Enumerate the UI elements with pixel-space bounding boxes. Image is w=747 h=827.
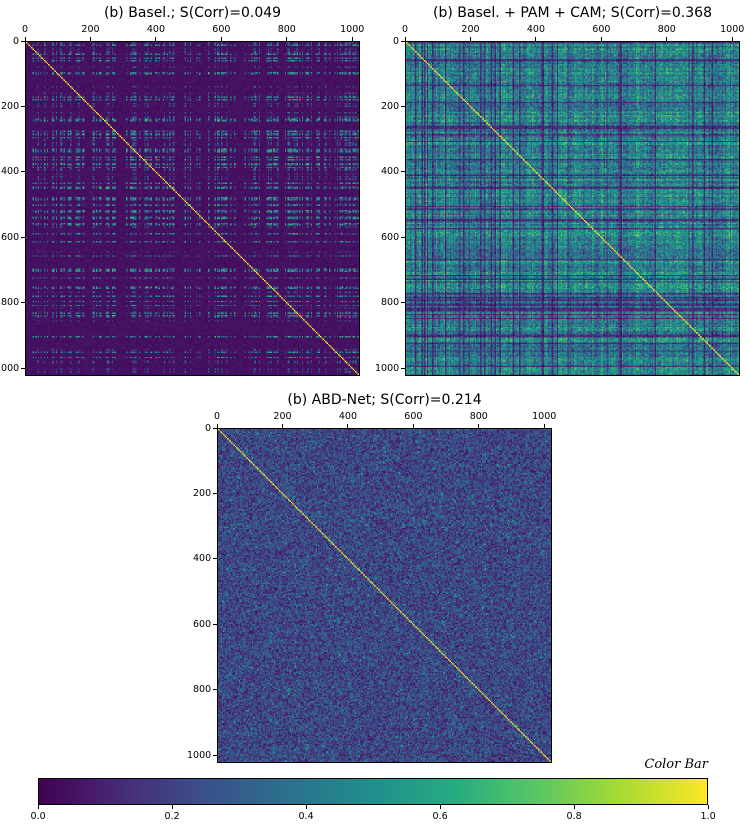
y-tick-label: 400: [1, 166, 20, 178]
colorbar-tick-label: 0.8: [566, 811, 582, 822]
y-tick-label: 600: [381, 231, 400, 243]
x-tick-label: 800: [277, 24, 296, 35]
x-tick-label: 600: [404, 411, 423, 422]
x-tick: [535, 37, 537, 41]
y-tick: [401, 40, 405, 42]
x-tick: [412, 424, 414, 428]
y-tick: [213, 558, 217, 560]
x-tick-label: 0: [402, 24, 409, 35]
x-tick: [24, 37, 26, 41]
y-tick: [21, 302, 25, 304]
colorbar-tick-label: 1.0: [700, 811, 716, 822]
y-tick: [401, 236, 405, 238]
colorbar-tick: [305, 805, 307, 809]
colorbar-tick-label: 0.6: [432, 811, 448, 822]
y-tick: [401, 302, 405, 304]
y-tick: [21, 105, 25, 107]
y-tick-label: 800: [193, 684, 212, 696]
x-tick: [286, 37, 288, 41]
y-tick: [401, 171, 405, 173]
y-tick-label: 200: [1, 100, 20, 112]
colorbar-tick-label: 0.2: [164, 811, 180, 822]
chart-title: (b) Basel.; S(Corr)=0.049: [103, 5, 282, 21]
y-tick-label: 200: [193, 487, 212, 499]
y-tick: [21, 367, 25, 369]
y-tick-label: 0: [13, 35, 20, 47]
y-tick: [401, 105, 405, 107]
x-tick: [404, 37, 406, 41]
x-tick: [220, 37, 222, 41]
y-tick-label: 600: [1, 231, 20, 243]
y-tick-label: 1000: [0, 362, 20, 374]
x-tick: [347, 424, 349, 428]
x-tick: [600, 37, 602, 41]
x-tick-label: 1000: [532, 411, 557, 422]
y-tick-label: 800: [1, 297, 20, 309]
y-tick: [21, 171, 25, 173]
y-tick: [213, 689, 217, 691]
colorbar-tick: [439, 805, 441, 809]
x-tick: [666, 37, 668, 41]
y-tick-label: 800: [381, 297, 400, 309]
y-tick-label: 200: [381, 100, 400, 112]
colorbar-tick: [37, 805, 39, 809]
colorbar-tick: [707, 805, 709, 809]
x-tick-label: 200: [81, 24, 100, 35]
y-tick-label: 0: [393, 35, 400, 47]
correlation-matrix: [405, 41, 740, 376]
correlation-matrix: [25, 41, 360, 376]
y-tick-label: 1000: [375, 362, 400, 374]
y-tick-label: 0: [205, 422, 212, 434]
y-tick: [401, 367, 405, 369]
y-tick-label: 400: [193, 553, 212, 565]
colorbar-tick: [573, 805, 575, 809]
y-tick-label: 1000: [187, 749, 212, 761]
y-tick-label: 600: [193, 618, 212, 630]
y-tick: [213, 623, 217, 625]
y-tick: [21, 40, 25, 42]
y-tick-label: 400: [381, 166, 400, 178]
x-tick-label: 400: [146, 24, 165, 35]
y-tick: [213, 754, 217, 756]
x-tick: [543, 424, 545, 428]
y-tick: [213, 427, 217, 429]
x-tick-label: 600: [592, 24, 611, 35]
x-tick: [155, 37, 157, 41]
x-tick-label: 200: [273, 411, 292, 422]
x-tick: [351, 37, 353, 41]
x-tick: [478, 424, 480, 428]
x-tick-label: 1000: [340, 24, 365, 35]
colorbar-tick-label: 0.0: [30, 811, 46, 822]
x-tick-label: 600: [212, 24, 231, 35]
x-tick-label: 800: [657, 24, 676, 35]
x-tick: [469, 37, 471, 41]
x-tick: [731, 37, 733, 41]
x-tick-label: 0: [22, 24, 29, 35]
y-tick: [21, 236, 25, 238]
x-tick-label: 200: [461, 24, 480, 35]
x-tick: [281, 424, 283, 428]
chart-title: (b) ABD-Net; S(Corr)=0.214: [287, 392, 482, 408]
chart-title: (b) Basel. + PAM + CAM; S(Corr)=0.368: [433, 5, 712, 21]
x-tick: [216, 424, 218, 428]
x-tick: [89, 37, 91, 41]
y-tick: [213, 492, 217, 494]
x-tick-label: 400: [526, 24, 545, 35]
colorbar-tick: [171, 805, 173, 809]
colorbar-tick-label: 0.4: [298, 811, 314, 822]
x-tick-label: 800: [469, 411, 488, 422]
correlation-matrix: [217, 428, 552, 763]
x-tick-label: 1000: [720, 24, 745, 35]
x-tick-label: 0: [214, 411, 221, 422]
colorbar-title: Color Bar: [644, 757, 708, 772]
x-tick-label: 400: [338, 411, 357, 422]
colorbar: [38, 778, 708, 805]
